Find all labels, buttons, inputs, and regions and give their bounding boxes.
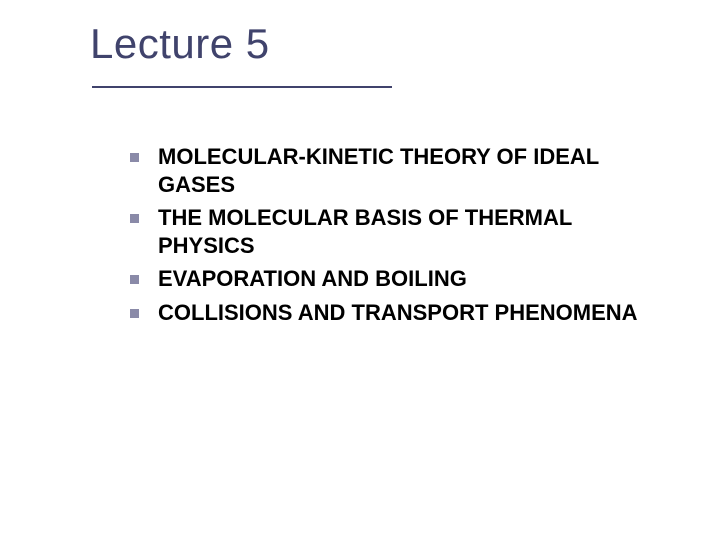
- list-item: EVAPORATION AND BOILING: [130, 265, 660, 293]
- square-bullet-icon: [130, 309, 139, 318]
- bullet-text: THE MOLECULAR BASIS OF THERMAL PHYSICS: [158, 205, 572, 258]
- bullet-list: MOLECULAR-KINETIC THEORY OF IDEAL GASES …: [90, 143, 660, 326]
- square-bullet-icon: [130, 214, 139, 223]
- square-bullet-icon: [130, 275, 139, 284]
- bullet-text: MOLECULAR-KINETIC THEORY OF IDEAL GASES: [158, 144, 599, 197]
- slide-container: Lecture 5 MOLECULAR-KINETIC THEORY OF ID…: [0, 0, 720, 540]
- list-item: COLLISIONS AND TRANSPORT PHENOMENA: [130, 299, 660, 327]
- square-bullet-icon: [130, 153, 139, 162]
- list-item: THE MOLECULAR BASIS OF THERMAL PHYSICS: [130, 204, 660, 259]
- bullet-text: COLLISIONS AND TRANSPORT PHENOMENA: [158, 300, 638, 325]
- slide-title: Lecture 5: [90, 20, 660, 68]
- bullet-text: EVAPORATION AND BOILING: [158, 266, 467, 291]
- title-underline: [92, 86, 392, 88]
- list-item: MOLECULAR-KINETIC THEORY OF IDEAL GASES: [130, 143, 660, 198]
